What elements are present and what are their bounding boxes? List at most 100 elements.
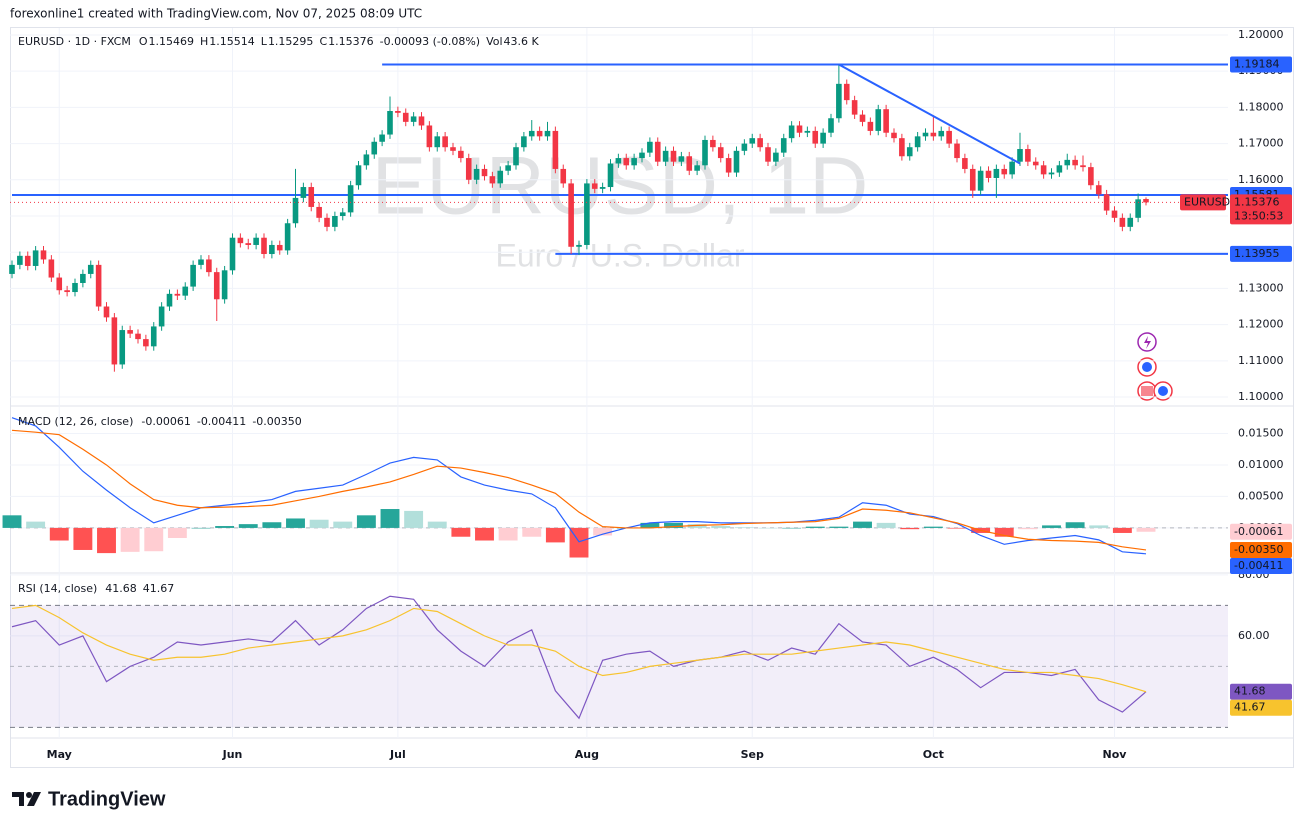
- candle-body: [347, 185, 354, 213]
- histogram-bar: [215, 526, 235, 528]
- candle-body: [836, 83, 842, 119]
- y-tick-label: 0.01000: [1238, 458, 1284, 471]
- histogram-bar: [333, 521, 353, 528]
- candle-body: [489, 176, 496, 184]
- ohlc-value: 1.15514: [209, 35, 255, 48]
- value-tag-bg: [1230, 523, 1292, 540]
- candle-body: [245, 243, 252, 245]
- candle-body: [48, 259, 55, 278]
- histogram-bar: [97, 527, 116, 554]
- candle-body: [158, 306, 165, 327]
- candle-body: [985, 170, 992, 178]
- ohlc-label: C: [319, 35, 327, 48]
- ohlc-value: 1.15376: [328, 35, 374, 48]
- candle-body: [182, 286, 189, 296]
- candle-body: [717, 147, 724, 159]
- histogram-bar: [49, 527, 69, 541]
- candle-body: [324, 217, 330, 227]
- candle-body: [662, 150, 669, 162]
- histogram-bar: [900, 527, 920, 530]
- value-tag-bg: [1230, 541, 1292, 558]
- candle-body: [977, 170, 984, 191]
- candle-body: [725, 158, 732, 173]
- candle-body: [922, 132, 929, 137]
- candle-body: [1001, 168, 1008, 175]
- symbol-tag-bg: [1180, 194, 1226, 211]
- candle-body: [269, 244, 275, 255]
- histogram-bar: [73, 527, 93, 550]
- histogram-bar: [545, 527, 565, 543]
- volume: 43.6 K: [504, 35, 540, 48]
- ohlc-value: 1.15469: [149, 35, 195, 48]
- value-tag: -0.00411: [1234, 559, 1283, 572]
- histogram-bar: [876, 522, 896, 528]
- candle-body: [80, 273, 86, 283]
- candle-body: [773, 152, 779, 162]
- candle-body: [560, 168, 567, 184]
- legend-value: -0.00411: [197, 415, 246, 428]
- value-tag: -0.00350: [1234, 543, 1283, 556]
- candle-body: [1032, 161, 1039, 166]
- histogram-bar: [1089, 525, 1109, 528]
- y-tick-label: 1.12000: [1238, 318, 1284, 331]
- value-tag: 41.67: [1234, 701, 1266, 714]
- candle-body: [284, 223, 291, 251]
- candle-body: [174, 293, 181, 296]
- histogram-bar: [593, 527, 613, 536]
- value-tag-bg: [1230, 557, 1292, 574]
- candle-body: [1088, 167, 1094, 186]
- histogram-bar: [238, 524, 258, 528]
- value-tag-bg: [1230, 699, 1292, 716]
- candle-body: [552, 130, 559, 169]
- candle-body: [1009, 161, 1015, 175]
- candle-body: [741, 143, 748, 151]
- candle-body: [1119, 217, 1126, 227]
- candle-body: [780, 138, 787, 153]
- histogram-bar: [451, 527, 471, 537]
- histogram-bar: [664, 522, 683, 528]
- histogram-bar: [498, 527, 518, 541]
- histogram-bar: [1112, 527, 1132, 533]
- candle-body: [686, 156, 693, 171]
- candle-body: [749, 138, 756, 144]
- brand-logo: [12, 792, 41, 806]
- candle-body: [788, 125, 795, 139]
- ohlc-label: L: [261, 35, 268, 48]
- candle-body: [796, 125, 803, 133]
- candle-body: [87, 264, 94, 274]
- candle-body: [993, 168, 1000, 178]
- candle-body: [24, 255, 31, 266]
- countdown: 13:50:53: [1234, 209, 1283, 222]
- candle-body: [418, 116, 425, 126]
- indicator-title: MACD (12, 26, close): [18, 415, 133, 428]
- candle-body: [308, 187, 315, 207]
- y-tick-label: 1.13000: [1238, 281, 1284, 294]
- candle-body: [654, 141, 661, 162]
- candle-body: [434, 136, 441, 148]
- level-label-bg: [1230, 245, 1292, 262]
- candle-body: [694, 165, 700, 171]
- candle-body: [513, 147, 519, 166]
- y-tick-label: 1.17000: [1238, 137, 1284, 150]
- x-tick-label: Sep: [741, 748, 764, 761]
- histogram-bar: [1042, 525, 1061, 528]
- histogram-bar: [687, 524, 707, 528]
- level-label: 1.13955: [1234, 247, 1280, 260]
- candle-body: [410, 116, 417, 122]
- candle-body: [678, 156, 685, 162]
- trend-line: [838, 63, 1021, 165]
- candle-body: [521, 136, 527, 148]
- candle-body: [332, 216, 338, 227]
- histogram-bar: [640, 522, 660, 528]
- legend-value: 41.68: [105, 582, 137, 595]
- x-tick-label: Jul: [389, 748, 406, 761]
- y-tick-label: 1.10000: [1238, 390, 1284, 403]
- candle-body: [591, 183, 598, 189]
- histogram-bar: [380, 509, 400, 528]
- candle-body: [710, 139, 716, 148]
- y-tick-label: 0.00500: [1238, 489, 1284, 502]
- x-tick-label: Oct: [923, 748, 944, 761]
- value-tag: 41.68: [1234, 685, 1266, 698]
